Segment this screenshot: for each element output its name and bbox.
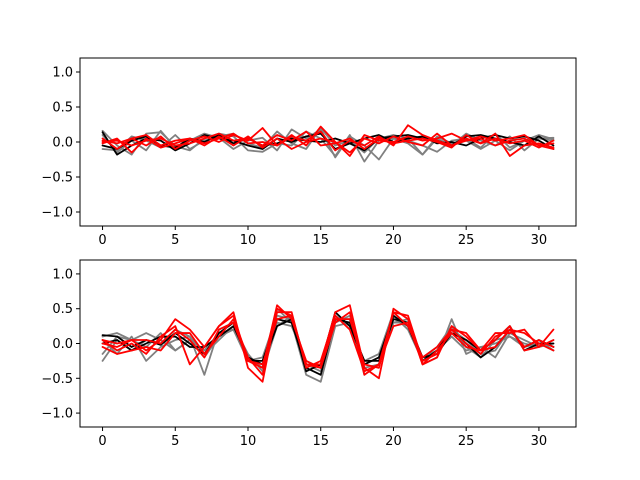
x-tick-label: 30 (531, 434, 548, 449)
series-group (101, 304, 555, 383)
y-tick-label: −0.5 (41, 372, 73, 387)
x-tick-label: 25 (458, 233, 475, 248)
x-tick-label: 15 (312, 233, 329, 248)
x-tick-label: 0 (98, 434, 106, 449)
y-tick-label: 0.0 (52, 337, 73, 352)
series-line-8 (101, 130, 555, 150)
x-tick-label: 5 (171, 434, 179, 449)
x-tick-label: 25 (458, 434, 475, 449)
series-line-9 (101, 311, 555, 369)
x-tick-label: 0 (98, 233, 106, 248)
y-tick-label: 1.0 (52, 267, 73, 282)
x-tick-label: 10 (240, 434, 257, 449)
bottom-subplot: 0 5 10 15 20 25 30 −1.0 −0.5 0.0 0.5 1.0 (41, 259, 577, 449)
series-line-6 (101, 132, 555, 154)
x-tick-label: 5 (171, 233, 179, 248)
y-tick-label: −0.5 (41, 171, 73, 186)
x-tick-label: 10 (240, 233, 257, 248)
series-line-8 (101, 311, 555, 376)
y-tick-label: 0.0 (52, 136, 73, 151)
y-tick-label: 0.5 (52, 101, 73, 116)
y-tick-label: 0.5 (52, 302, 73, 317)
x-tick-label: 15 (312, 434, 329, 449)
y-tick-label: 1.0 (52, 66, 73, 81)
series-line-7 (101, 125, 555, 157)
x-tick-label: 20 (385, 434, 402, 449)
series-group (101, 124, 555, 163)
x-tick-label: 20 (385, 233, 402, 248)
top-subplot: 0 5 10 15 20 25 30 −1.0 −0.5 0.0 0.5 1.0 (41, 57, 577, 248)
y-tick-label: −1.0 (41, 206, 73, 221)
x-tick-label: 30 (531, 233, 548, 248)
y-tick-label: −1.0 (41, 407, 73, 422)
